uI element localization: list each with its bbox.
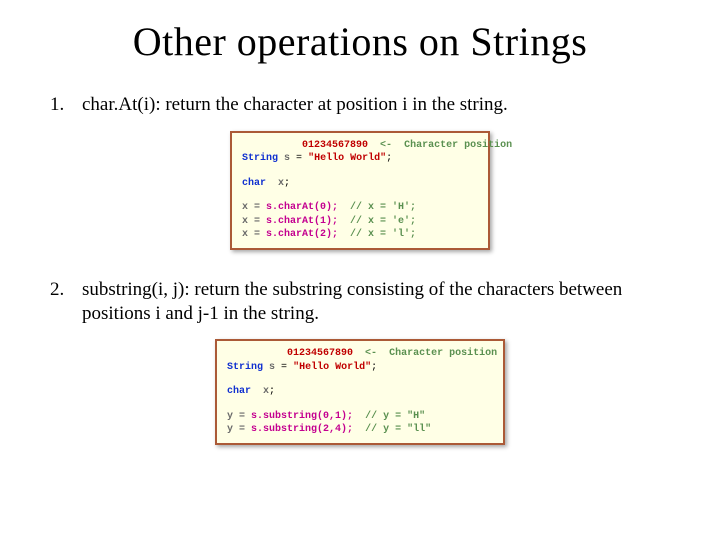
code-line: char x; xyxy=(227,385,493,399)
code-box-charat: 01234567890 <- Character positionString … xyxy=(230,131,490,250)
item-description: substring(i, j): return the substring co… xyxy=(82,278,670,326)
slide-title: Other operations on Strings xyxy=(50,18,670,65)
item-number: 2. xyxy=(50,278,68,302)
code-line: y = s.substring(2,4); // y = "ll" xyxy=(227,423,493,437)
list-item: 1. char.At(i): return the character at p… xyxy=(50,93,670,117)
code-line: x = s.charAt(2); // x = 'l'; xyxy=(242,228,478,242)
code-line: 01234567890 <- Character position xyxy=(227,347,493,361)
list-item: 2. substring(i, j): return the substring… xyxy=(50,278,670,326)
code-line: x = s.charAt(0); // x = 'H'; xyxy=(242,201,478,215)
code-line: y = s.substring(0,1); // y = "H" xyxy=(227,410,493,424)
code-line: String s = "Hello World"; xyxy=(242,152,478,166)
code-box-substring: 01234567890 <- Character positionString … xyxy=(215,339,505,445)
code-line: char x; xyxy=(242,177,478,191)
code-line: 01234567890 <- Character position xyxy=(242,139,478,153)
item-description: char.At(i): return the character at posi… xyxy=(82,93,670,117)
item-number: 1. xyxy=(50,93,68,117)
code-line: String s = "Hello World"; xyxy=(227,361,493,375)
code-line: x = s.charAt(1); // x = 'e'; xyxy=(242,215,478,229)
